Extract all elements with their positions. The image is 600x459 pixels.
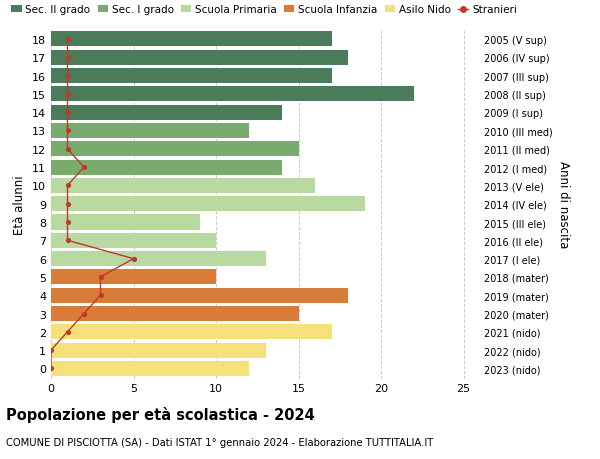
- Y-axis label: Anni di nascita: Anni di nascita: [557, 161, 569, 248]
- Bar: [51, 252, 265, 267]
- Bar: [51, 233, 216, 248]
- Bar: [51, 270, 216, 285]
- Point: [63, 182, 72, 190]
- Bar: [51, 306, 299, 321]
- Point: [63, 36, 72, 44]
- Bar: [51, 361, 249, 376]
- Bar: [51, 343, 265, 358]
- Bar: [51, 106, 282, 120]
- Point: [46, 365, 56, 372]
- Point: [63, 55, 72, 62]
- Point: [128, 255, 138, 263]
- Bar: [51, 215, 199, 230]
- Bar: [51, 179, 315, 194]
- Bar: [51, 325, 331, 340]
- Point: [63, 73, 72, 80]
- Bar: [51, 69, 331, 84]
- Bar: [51, 124, 249, 139]
- Bar: [51, 197, 365, 212]
- Point: [63, 201, 72, 208]
- Bar: [51, 160, 282, 175]
- Y-axis label: Età alunni: Età alunni: [13, 174, 26, 234]
- Legend: Sec. II grado, Sec. I grado, Scuola Primaria, Scuola Infanzia, Asilo Nido, Stran: Sec. II grado, Sec. I grado, Scuola Prim…: [11, 5, 517, 15]
- Point: [63, 109, 72, 117]
- Bar: [51, 142, 299, 157]
- Point: [46, 347, 56, 354]
- Bar: [51, 50, 348, 66]
- Point: [63, 91, 72, 98]
- Bar: [51, 288, 348, 303]
- Text: Popolazione per età scolastica - 2024: Popolazione per età scolastica - 2024: [6, 406, 315, 422]
- Point: [63, 219, 72, 226]
- Text: COMUNE DI PISCIOTTA (SA) - Dati ISTAT 1° gennaio 2024 - Elaborazione TUTTITALIA.: COMUNE DI PISCIOTTA (SA) - Dati ISTAT 1°…: [6, 437, 433, 447]
- Point: [79, 164, 89, 171]
- Point: [63, 128, 72, 135]
- Point: [96, 292, 106, 299]
- Point: [79, 310, 89, 318]
- Point: [63, 146, 72, 153]
- Point: [96, 274, 106, 281]
- Point: [63, 237, 72, 245]
- Bar: [51, 33, 331, 47]
- Point: [63, 329, 72, 336]
- Bar: [51, 87, 414, 102]
